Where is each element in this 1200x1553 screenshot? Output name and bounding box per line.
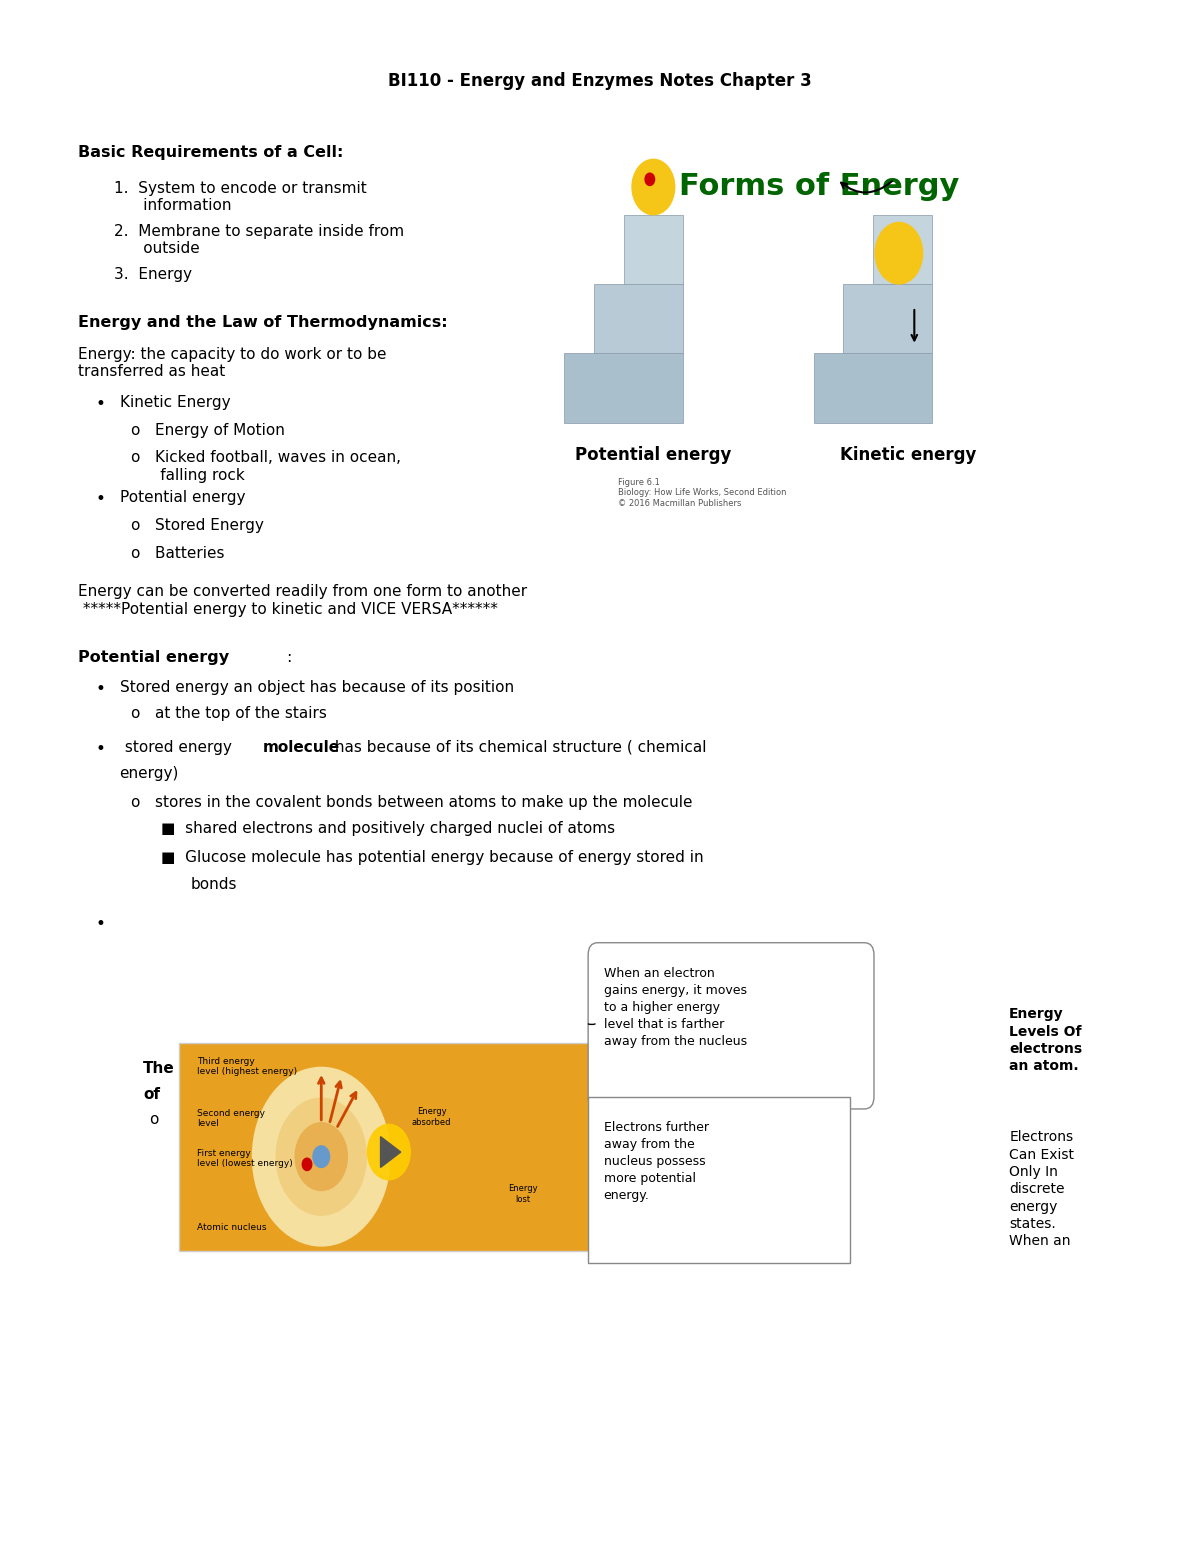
Circle shape: [632, 160, 674, 214]
Text: o   Energy of Motion: o Energy of Motion: [132, 422, 286, 438]
Text: o   at the top of the stairs: o at the top of the stairs: [132, 705, 328, 721]
FancyBboxPatch shape: [588, 1096, 851, 1263]
FancyBboxPatch shape: [844, 284, 932, 353]
Text: Atomic nucleus: Atomic nucleus: [197, 1222, 266, 1232]
FancyBboxPatch shape: [814, 353, 932, 422]
Text: Potential energy: Potential energy: [575, 446, 732, 464]
Text: Energy
Levels Of
electrons
an atom.: Energy Levels Of electrons an atom.: [1009, 1008, 1082, 1073]
Text: •: •: [96, 491, 106, 508]
Text: Energy
lost: Energy lost: [508, 1185, 538, 1204]
Circle shape: [646, 174, 654, 185]
Text: 1.  System to encode or transmit
      information: 1. System to encode or transmit informat…: [114, 180, 366, 213]
Text: stored energy: stored energy: [120, 739, 236, 755]
Text: •: •: [96, 915, 106, 933]
Circle shape: [302, 1159, 312, 1171]
Text: The: The: [143, 1061, 175, 1076]
Text: of: of: [143, 1087, 161, 1103]
Text: BI110 - Energy and Enzymes Notes Chapter 3: BI110 - Energy and Enzymes Notes Chapter…: [388, 71, 812, 90]
Text: •: •: [96, 394, 106, 413]
Text: :: :: [286, 651, 292, 665]
FancyBboxPatch shape: [588, 943, 874, 1109]
Circle shape: [276, 1098, 366, 1214]
Text: Forms of Energy: Forms of Energy: [679, 172, 960, 200]
Text: First energy
level (lowest energy): First energy level (lowest energy): [197, 1149, 293, 1168]
FancyBboxPatch shape: [624, 214, 683, 284]
Text: molecule: molecule: [263, 739, 341, 755]
Text: Kinetic Energy: Kinetic Energy: [120, 394, 230, 410]
Text: ■  Glucose molecule has potential energy because of energy stored in: ■ Glucose molecule has potential energy …: [161, 851, 703, 865]
Circle shape: [295, 1123, 347, 1191]
Text: •: •: [96, 739, 106, 758]
Text: Third energy
level (highest energy): Third energy level (highest energy): [197, 1056, 296, 1076]
Text: bonds: bonds: [191, 876, 238, 891]
Text: Electrons further
away from the
nucleus possess
more potential
energy.: Electrons further away from the nucleus …: [604, 1121, 708, 1202]
Circle shape: [252, 1067, 390, 1246]
Text: o   Batteries: o Batteries: [132, 545, 224, 561]
Text: Electrons
Can Exist
Only In
discrete
energy
states.
When an: Electrons Can Exist Only In discrete ene…: [1009, 1131, 1074, 1249]
Text: Basic Requirements of a Cell:: Basic Requirements of a Cell:: [78, 146, 343, 160]
FancyBboxPatch shape: [179, 1042, 594, 1250]
Text: Potential energy: Potential energy: [78, 651, 229, 665]
Text: Stored energy an object has because of its position: Stored energy an object has because of i…: [120, 680, 514, 694]
Text: 2.  Membrane to separate inside from
      outside: 2. Membrane to separate inside from outs…: [114, 224, 404, 256]
Text: o: o: [149, 1112, 158, 1127]
Text: Second energy
level: Second energy level: [197, 1109, 265, 1129]
Text: o   stores in the covalent bonds between atoms to make up the molecule: o stores in the covalent bonds between a…: [132, 795, 692, 811]
Text: Energy and the Law of Thermodynamics:: Energy and the Law of Thermodynamics:: [78, 315, 448, 329]
Circle shape: [313, 1146, 330, 1168]
Polygon shape: [380, 1137, 401, 1168]
Text: o   Stored Energy: o Stored Energy: [132, 519, 264, 533]
Text: Energy can be converted readily from one form to another
 *****Potential energy : Energy can be converted readily from one…: [78, 584, 527, 617]
Text: o   Kicked football, waves in ocean,
      falling rock: o Kicked football, waves in ocean, falli…: [132, 450, 402, 483]
FancyBboxPatch shape: [594, 284, 683, 353]
Text: energy): energy): [120, 766, 179, 781]
Text: Potential energy: Potential energy: [120, 491, 245, 505]
Text: 3.  Energy: 3. Energy: [114, 267, 192, 283]
Text: Energy: the capacity to do work or to be
transferred as heat: Energy: the capacity to do work or to be…: [78, 346, 386, 379]
Text: When an electron
gains energy, it moves
to a higher energy
level that is farther: When an electron gains energy, it moves …: [604, 968, 746, 1048]
Text: Figure 6.1
Biology: How Life Works, Second Edition
© 2016 Macmillan Publishers: Figure 6.1 Biology: How Life Works, Seco…: [618, 478, 786, 508]
Circle shape: [367, 1124, 410, 1180]
Text: ■  shared electrons and positively charged nuclei of atoms: ■ shared electrons and positively charge…: [161, 822, 616, 836]
FancyBboxPatch shape: [872, 214, 932, 284]
Text: •: •: [96, 680, 106, 697]
Circle shape: [875, 222, 923, 284]
Text: Energy
absorbed: Energy absorbed: [412, 1107, 451, 1127]
Text: Kinetic energy: Kinetic energy: [840, 446, 977, 464]
FancyBboxPatch shape: [564, 353, 683, 422]
Text: has because of its chemical structure ( chemical: has because of its chemical structure ( …: [330, 739, 706, 755]
